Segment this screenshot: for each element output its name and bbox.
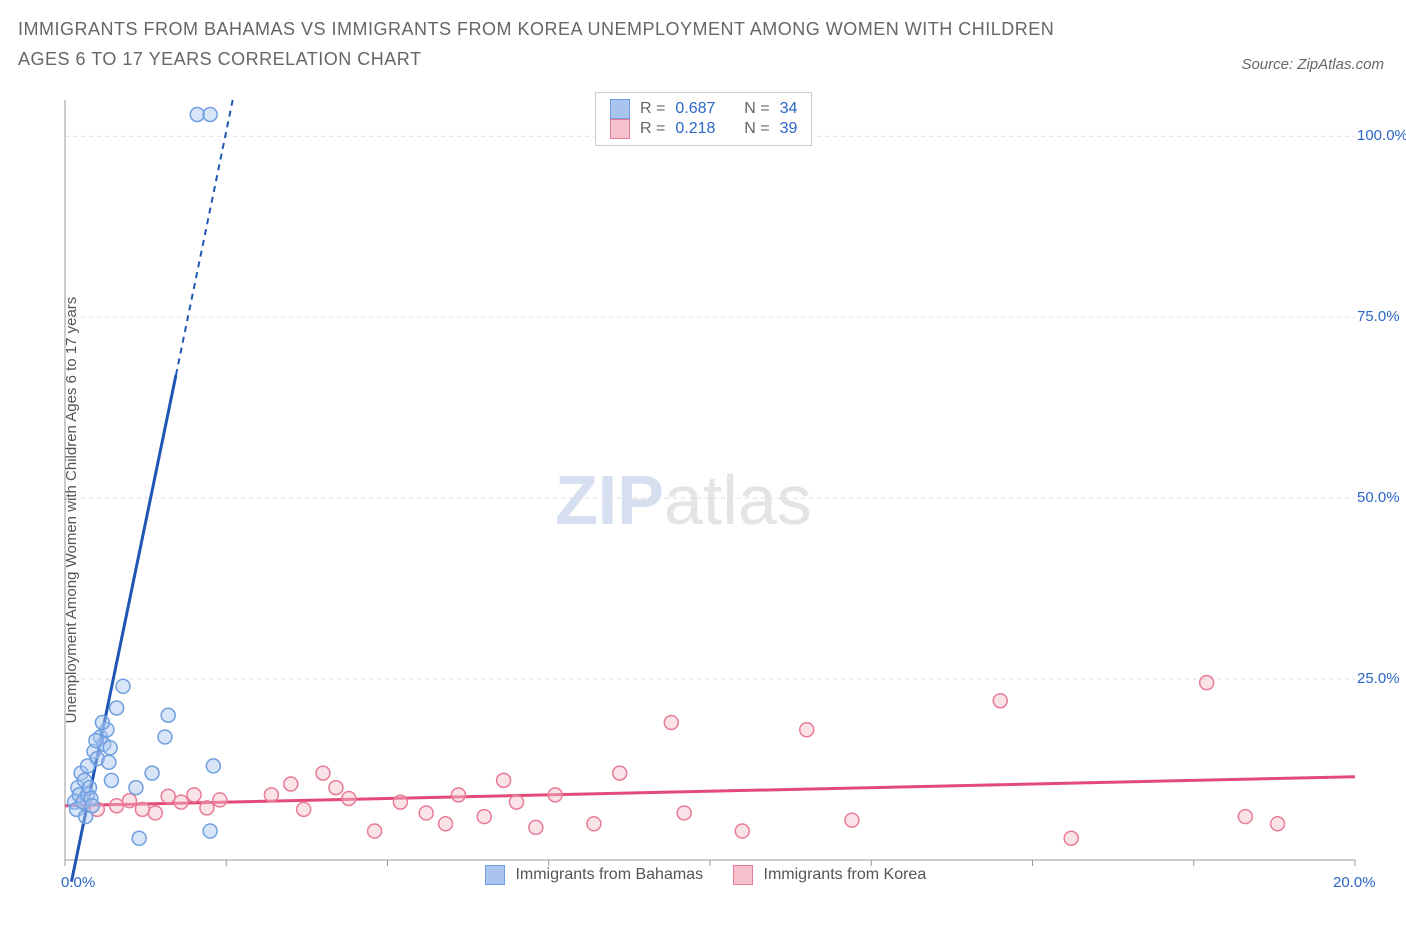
y-tick-label: 25.0% <box>1357 670 1400 687</box>
n-value-korea: 39 <box>780 120 798 138</box>
chart-title: IMMIGRANTS FROM BAHAMAS VS IMMIGRANTS FR… <box>18 14 1088 74</box>
x-tick-label: 0.0% <box>61 874 95 891</box>
legend-row-bahamas: R = 0.687 N = 34 <box>610 99 797 119</box>
r-label: R = <box>640 100 665 118</box>
r-label: R = <box>640 120 665 138</box>
y-tick-label: 50.0% <box>1357 489 1400 506</box>
legend-swatch-korea <box>610 119 630 139</box>
x-tick-label: 20.0% <box>1333 874 1376 891</box>
legend-row-korea: R = 0.218 N = 39 <box>610 119 797 139</box>
y-tick-label: 100.0% <box>1357 127 1406 144</box>
chart-area: Unemployment Among Women with Children A… <box>55 90 1385 890</box>
legend-item-korea: Immigrants from Korea <box>733 865 926 885</box>
legend-label-korea: Immigrants from Korea <box>764 866 927 883</box>
y-tick-label: 75.0% <box>1357 308 1400 325</box>
n-label: N = <box>744 100 769 118</box>
r-value-bahamas: 0.687 <box>675 100 715 118</box>
r-value-korea: 0.218 <box>675 120 715 138</box>
legend-item-bahamas: Immigrants from Bahamas <box>485 865 703 885</box>
series-legend: Immigrants from Bahamas Immigrants from … <box>485 865 926 885</box>
scatter-plot <box>55 90 1385 890</box>
n-label: N = <box>744 120 769 138</box>
source-credit: Source: ZipAtlas.com <box>1241 56 1384 73</box>
legend-swatch-bahamas <box>610 99 630 119</box>
legend-swatch-korea <box>733 865 753 885</box>
legend-label-bahamas: Immigrants from Bahamas <box>515 866 703 883</box>
correlation-legend: R = 0.687 N = 34 R = 0.218 N = 39 <box>595 92 812 146</box>
legend-swatch-bahamas <box>485 865 505 885</box>
n-value-bahamas: 34 <box>780 100 798 118</box>
